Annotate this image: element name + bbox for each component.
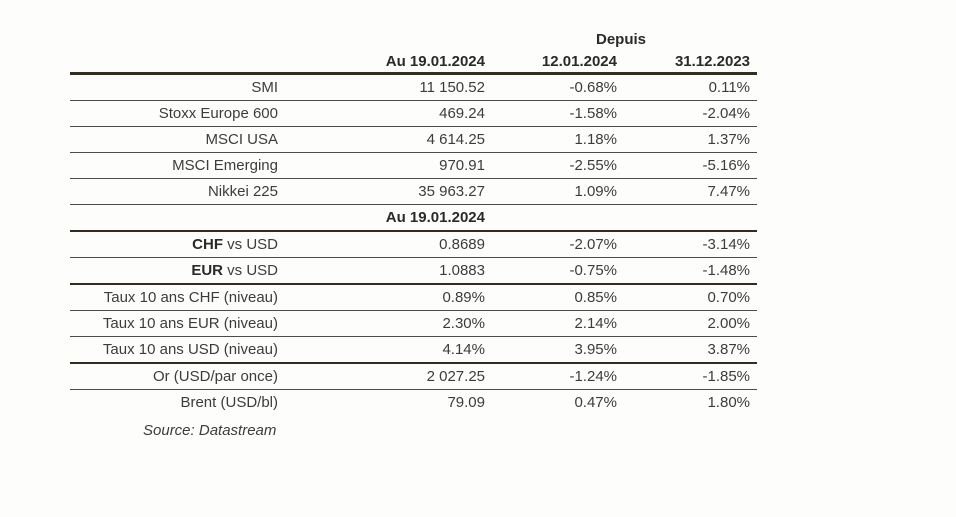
col-header-change-week: 12.01.2024 [492, 50, 624, 75]
row-change-ytd: 0.70% [624, 284, 758, 311]
depuis-header-row: Depuis [70, 28, 757, 50]
row-change-ytd: 1.37% [624, 126, 758, 153]
row-change-week: 3.95% [492, 336, 624, 364]
row-value: 970.91 [285, 152, 492, 179]
empty-cell [624, 204, 758, 232]
row-value: 79.09 [447, 394, 485, 411]
row-label: Taux 10 ans USD (niveau) [70, 336, 285, 364]
row-change-ytd: -1.48% [624, 257, 758, 285]
table-row: MSCI USA 4 614.25 1.18% 1.37% [70, 126, 758, 153]
row-value: 0.89% [285, 284, 492, 311]
row-change-ytd: 3.87% [624, 336, 758, 364]
table-row: Stoxx Europe 600 469.24 -1.58% -2.04% [70, 100, 758, 127]
col-header-change-ytd: 31.12.2023 [624, 50, 758, 75]
row-change-ytd: -1.85% [624, 363, 758, 390]
mid-section-header-row: Au 19.01.2024 [70, 204, 758, 232]
market-data-table: Depuis Au 19.01.2024 12.01.2024 31.12.20… [70, 28, 758, 416]
row-change-week: 2.14% [492, 310, 624, 337]
row-change-week: -1.24% [492, 363, 624, 390]
row-change-ytd: 0.11% [624, 73, 758, 101]
currency-code: CHF [192, 236, 223, 253]
table-row: Taux 10 ans CHF (niveau) 0.89% 0.85% 0.7… [70, 284, 758, 311]
table-row: Taux 10 ans EUR (niveau) 2.30% 2.14% 2.0… [70, 310, 758, 337]
row-value: 4 614.25 [285, 126, 492, 153]
row-value: 2.30% [285, 310, 492, 337]
table-row: CHF vs USD 0.8689 -2.07% -3.14% [70, 231, 758, 258]
table-row: Nikkei 225 35 963.27 1.09% 7.47% [70, 178, 758, 205]
table-row: EUR vs USD 1.0883 -0.75% -1.48% [70, 257, 758, 285]
row-change-week: -2.55% [492, 152, 624, 179]
row-label: Taux 10 ans EUR (niveau) [70, 310, 285, 337]
row-value: 1.0883 [285, 257, 492, 285]
row-change-ytd: -2.04% [624, 100, 758, 127]
row-value: 11 150.52 [285, 73, 492, 101]
column-header-row: Au 19.01.2024 12.01.2024 31.12.2023 [70, 50, 758, 75]
row-label: Nikkei 225 [70, 178, 285, 205]
empty-cell [70, 204, 285, 232]
table-row: SMI 11 150.52 -0.68% 0.11% [70, 73, 758, 101]
row-change-ytd: 2.00% [624, 310, 758, 337]
row-label: Brent (USD/bl) [180, 394, 278, 411]
row-label: Taux 10 ans CHF (niveau) [70, 284, 285, 311]
currency-code: EUR [191, 262, 223, 279]
row-change-ytd: -3.14% [624, 231, 758, 258]
row-change-week: -0.68% [492, 73, 624, 101]
row-value: 0.8689 [285, 231, 492, 258]
col-header-value-date: Au 19.01.2024 [285, 50, 492, 75]
row-change-week: 0.47% [574, 394, 617, 411]
row-label: EUR vs USD [70, 257, 285, 285]
row-change-week: 0.85% [492, 284, 624, 311]
row-change-week: -0.75% [492, 257, 624, 285]
row-label: MSCI USA [70, 126, 285, 153]
row-change-week: -2.07% [492, 231, 624, 258]
source-note: Source: Datastream [143, 422, 277, 439]
row-label: MSCI Emerging [70, 152, 285, 179]
row-change-ytd: -5.16% [624, 152, 758, 179]
row-change-ytd: 7.47% [624, 178, 758, 205]
currency-pair-rest: vs USD [222, 236, 278, 253]
table-row: Taux 10 ans USD (niveau) 4.14% 3.95% 3.8… [70, 336, 758, 364]
depuis-header: Depuis [596, 30, 647, 48]
empty-cell [492, 204, 624, 232]
row-label: Stoxx Europe 600 [70, 100, 285, 127]
currency-pair-rest: vs USD [222, 262, 278, 279]
empty-cell [70, 50, 285, 75]
row-change-week: -1.58% [492, 100, 624, 127]
market-table-container: Depuis Au 19.01.2024 12.01.2024 31.12.20… [70, 28, 758, 439]
row-change-week: 1.09% [492, 178, 624, 205]
row-label: CHF vs USD [70, 231, 285, 258]
row-value: 469.24 [285, 100, 492, 127]
row-change-ytd: 1.80% [707, 394, 751, 411]
empty-cell [70, 28, 285, 50]
row-change-week: 1.18% [492, 126, 624, 153]
row-value: 4.14% [285, 336, 492, 364]
row-value: 2 027.25 [285, 363, 492, 390]
table-row: Brent (USD/bl) 79.09 0.47% 1.80% [70, 390, 757, 416]
row-label: Or (USD/par once) [70, 363, 285, 390]
row-label: SMI [70, 73, 285, 101]
empty-cell [285, 28, 492, 50]
row-value: 35 963.27 [285, 178, 492, 205]
table-row: MSCI Emerging 970.91 -2.55% -5.16% [70, 152, 758, 179]
table-row: Or (USD/par once) 2 027.25 -1.24% -1.85% [70, 363, 758, 390]
mid-section-header: Au 19.01.2024 [285, 204, 492, 232]
